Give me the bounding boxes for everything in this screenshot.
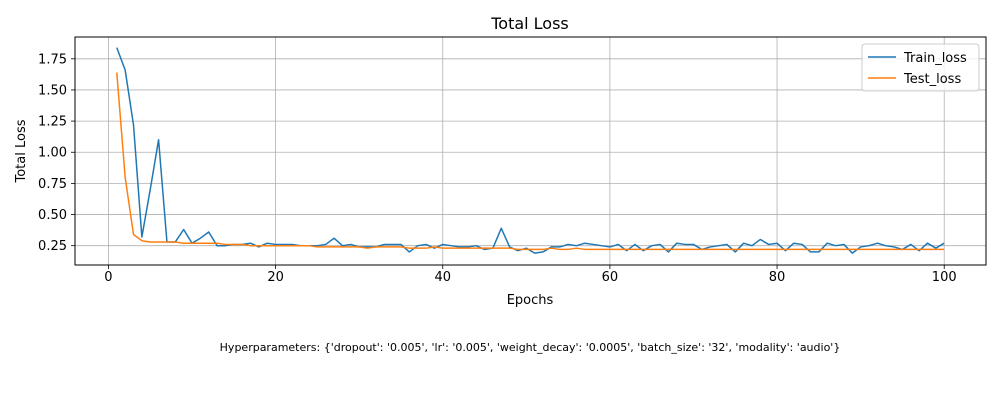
series-lines [116,47,945,254]
x-tick-label: 60 [602,270,619,285]
series-line-train-loss [116,47,945,254]
y-tick-label: 0.75 [38,177,67,192]
y-axis-label: Total Loss [14,119,29,183]
y-tick-label: 1.25 [38,115,67,130]
axis-ticks: 0 20 40 60 80 100 0.25 0.50 0.75 1.00 1.25 1.50 1.75 [38,52,957,285]
hyperparameters-caption: Hyperparameters: {'dropout': '0.005', 'l… [219,341,841,354]
grid-lines [75,37,986,265]
y-tick-label: 1.75 [38,52,67,67]
y-tick-label: 1.00 [38,146,67,161]
x-axis-label: Epochs [507,293,554,308]
legend-label-test-loss: Test_loss [903,72,961,87]
legend-label-train-loss: Train_loss [903,51,967,66]
x-tick-label: 40 [434,270,451,285]
chart-title: Total Loss [490,14,569,33]
y-tick-label: 0.50 [38,208,67,223]
x-tick-label: 80 [769,270,786,285]
series-line-test-loss [116,72,945,251]
x-tick-label: 100 [932,270,957,285]
legend: Train_loss Test_loss [861,43,980,92]
x-tick-label: 0 [104,270,112,285]
y-tick-label: 1.50 [38,83,67,98]
y-tick-label: 0.25 [38,239,67,254]
x-tick-label: 20 [267,270,284,285]
plot-frame [74,36,987,266]
legend-box [861,43,980,92]
